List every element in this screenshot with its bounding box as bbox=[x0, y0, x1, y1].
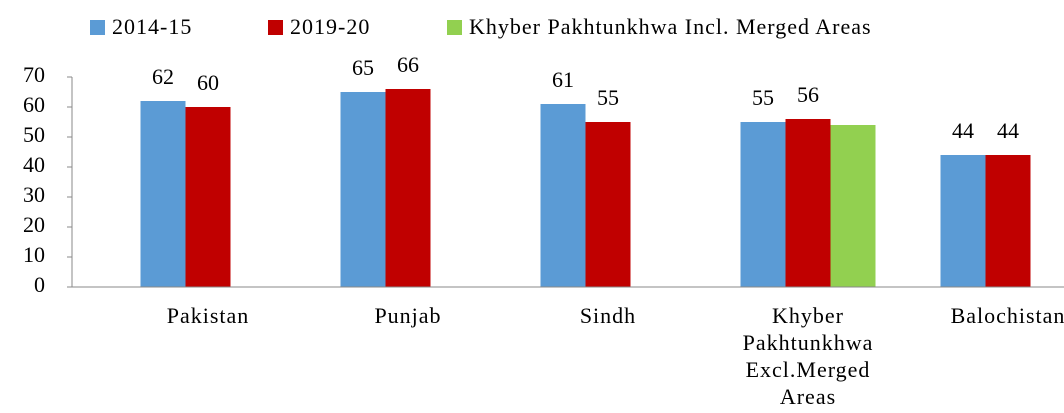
bar bbox=[540, 104, 586, 287]
x-tick-label: Pakistan bbox=[166, 303, 250, 328]
bar bbox=[140, 101, 186, 287]
x-tick-label: Khyber Pakhtunkhwa Excl.Merged Areas bbox=[742, 303, 874, 409]
data-label: 56 bbox=[797, 82, 819, 107]
y-tick-label: 30 bbox=[23, 182, 45, 207]
bar bbox=[985, 155, 1031, 287]
data-label: 44 bbox=[952, 118, 974, 143]
legend-swatch bbox=[90, 20, 105, 35]
y-tick-label: 60 bbox=[23, 92, 45, 117]
bar bbox=[385, 89, 431, 287]
x-tick-label: Sindh bbox=[579, 303, 637, 328]
bar bbox=[740, 122, 786, 287]
bar bbox=[830, 125, 876, 287]
bar bbox=[340, 92, 386, 287]
legend-label: Khyber Pakhtunkhwa Incl. Merged Areas bbox=[469, 14, 872, 39]
data-label: 55 bbox=[752, 85, 774, 110]
data-label: 66 bbox=[397, 52, 419, 77]
y-tick-label: 10 bbox=[23, 242, 45, 267]
y-tick-label: 70 bbox=[23, 62, 45, 87]
y-tick-label: 50 bbox=[23, 122, 45, 147]
x-tick-label: Balochistan bbox=[950, 303, 1064, 328]
y-tick-label: 0 bbox=[34, 272, 45, 297]
x-tick-label: Punjab bbox=[374, 303, 442, 328]
bar bbox=[185, 107, 231, 287]
legend-label: 2014-15 bbox=[112, 14, 192, 39]
data-label: 44 bbox=[997, 118, 1019, 143]
bar bbox=[940, 155, 986, 287]
legend-swatch bbox=[447, 20, 462, 35]
data-label: 55 bbox=[597, 85, 619, 110]
bar bbox=[785, 119, 831, 287]
data-label: 65 bbox=[352, 55, 374, 80]
bar bbox=[585, 122, 631, 287]
data-label: 60 bbox=[197, 70, 219, 95]
legend-swatch bbox=[268, 20, 283, 35]
y-tick-label: 40 bbox=[23, 152, 45, 177]
legend-label: 2019-20 bbox=[290, 14, 370, 39]
y-tick-label: 20 bbox=[23, 212, 45, 237]
data-label: 61 bbox=[552, 67, 574, 92]
data-label: 62 bbox=[152, 64, 174, 89]
